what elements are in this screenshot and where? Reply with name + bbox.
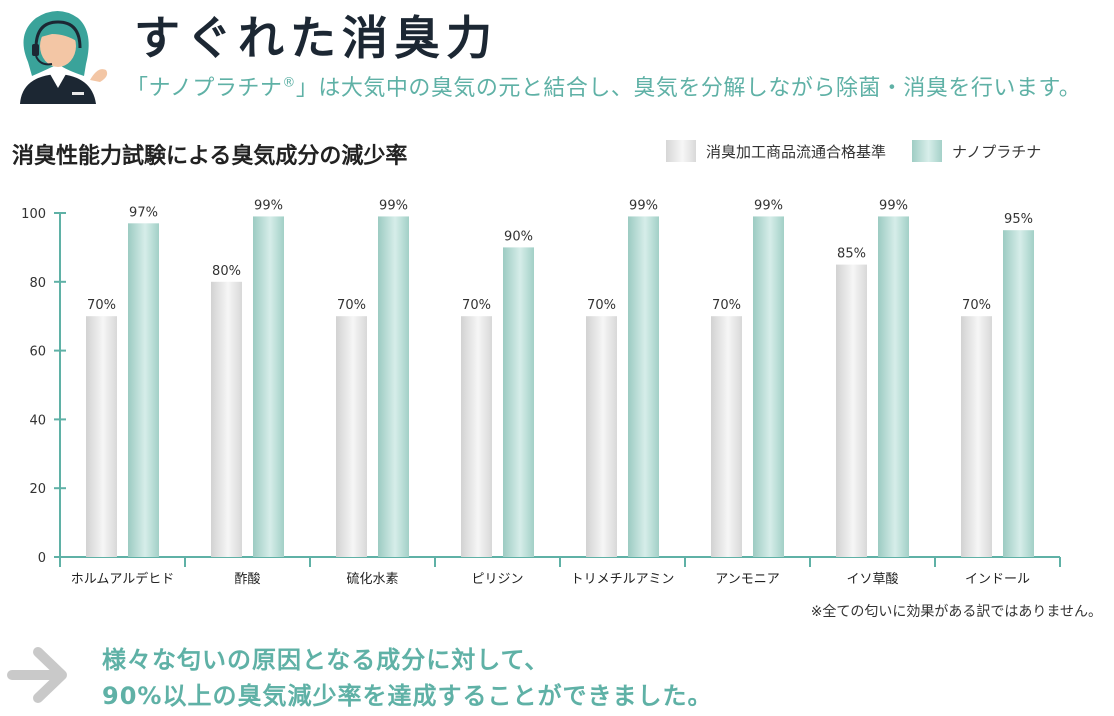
bar-standard <box>211 281 242 557</box>
conclusion-text: 様々な匂いの原因となる成分に対して、 90%以上の臭気減少率を達成することができ… <box>102 642 712 714</box>
bar-nanoplatina <box>253 216 284 557</box>
legend-label-nanoplatina: ナノプラチナ <box>952 142 1042 161</box>
legend-item-nanoplatina: ナノプラチナ <box>912 140 1041 162</box>
bar-standard <box>461 316 492 557</box>
bar-nanoplatina <box>878 216 909 557</box>
x-category-label: 硫化水素 <box>346 572 398 587</box>
subtitle-rest: 」は大気中の臭気の元と結合し、臭気を分解しながら除菌・消臭を行います。 <box>295 76 1082 101</box>
conclusion-line-2: 90%以上の臭気減少率を達成することができました。 <box>102 682 713 710</box>
x-category-label: イソ草酸 <box>846 572 898 587</box>
data-label: 99% <box>254 198 283 213</box>
data-label: 70% <box>337 298 366 313</box>
bar-standard <box>961 316 992 557</box>
data-label: 97% <box>129 205 158 220</box>
bar-nanoplatina <box>628 216 659 557</box>
arrow-right-icon <box>7 647 67 703</box>
chart-title: 消臭性能力試験による臭気成分の減少率 <box>12 144 408 169</box>
x-category-label: 酢酸 <box>234 572 260 587</box>
bar-standard <box>586 316 617 557</box>
data-label: 90% <box>504 229 533 244</box>
y-tick-label: 40 <box>29 413 46 428</box>
bar-nanoplatina <box>378 216 409 557</box>
bar-standard <box>86 316 117 557</box>
data-label: 99% <box>754 198 783 213</box>
bar-standard <box>711 316 742 557</box>
bar-standard <box>836 264 867 557</box>
conclusion-line-1: 様々な匂いの原因となる成分に対して、 <box>102 646 550 674</box>
y-tick-label: 60 <box>29 345 46 360</box>
data-label: 99% <box>379 198 408 213</box>
data-label: 70% <box>587 298 616 313</box>
data-label: 80% <box>212 264 241 279</box>
data-label: 95% <box>1004 212 1033 227</box>
registered-mark: ® <box>282 75 296 91</box>
legend-swatch-nanoplatina <box>912 140 943 162</box>
y-tick-label: 80 <box>29 276 46 291</box>
data-label: 70% <box>87 298 116 313</box>
legend-swatch-standard <box>666 140 696 162</box>
data-label: 99% <box>629 198 658 213</box>
y-tick-label: 0 <box>38 551 46 566</box>
x-category-label: トリメチルアミン <box>571 572 675 587</box>
x-category-label: インドール <box>965 572 1030 587</box>
x-category-label: ピリジン <box>471 572 523 587</box>
data-label: 70% <box>962 298 991 313</box>
bar-chart: 0 20 40 60 80 100 70% 97% ホルムアルデヒド 80% 99% 酢酸 70% 99%… <box>21 198 1061 587</box>
subtitle-main: 「ナノプラチナ <box>126 76 283 101</box>
data-label: 70% <box>712 298 741 313</box>
data-label: 99% <box>879 198 908 213</box>
page-title: すぐれた消臭力 <box>134 11 498 65</box>
bar-nanoplatina <box>128 223 159 557</box>
x-category-label: ホルムアルデヒド <box>71 571 175 587</box>
bar-standard <box>336 316 367 557</box>
data-label: 70% <box>462 298 491 313</box>
data-label: 85% <box>837 247 866 262</box>
page-subtitle: 「ナノプラチナ®」は大気中の臭気の元と結合し、臭気を分解しながら除菌・消臭を行い… <box>126 70 1081 102</box>
y-tick-label: 20 <box>29 482 46 497</box>
bar-nanoplatina <box>503 247 534 557</box>
chart-legend: 消臭加工商品流通合格基準 ナノプラチナ <box>666 140 1041 162</box>
legend-label-standard: 消臭加工商品流通合格基準 <box>706 142 887 161</box>
disclaimer-note: ※全ての匂いに効果がある訳ではありません。 <box>810 604 1102 620</box>
x-category-label: アンモニア <box>715 572 779 587</box>
support-operator-icon <box>20 11 108 104</box>
legend-item-standard: 消臭加工商品流通合格基準 <box>666 140 886 162</box>
bar-nanoplatina <box>1003 230 1034 557</box>
bar-nanoplatina <box>753 216 784 557</box>
y-tick-label: 100 <box>21 207 46 222</box>
